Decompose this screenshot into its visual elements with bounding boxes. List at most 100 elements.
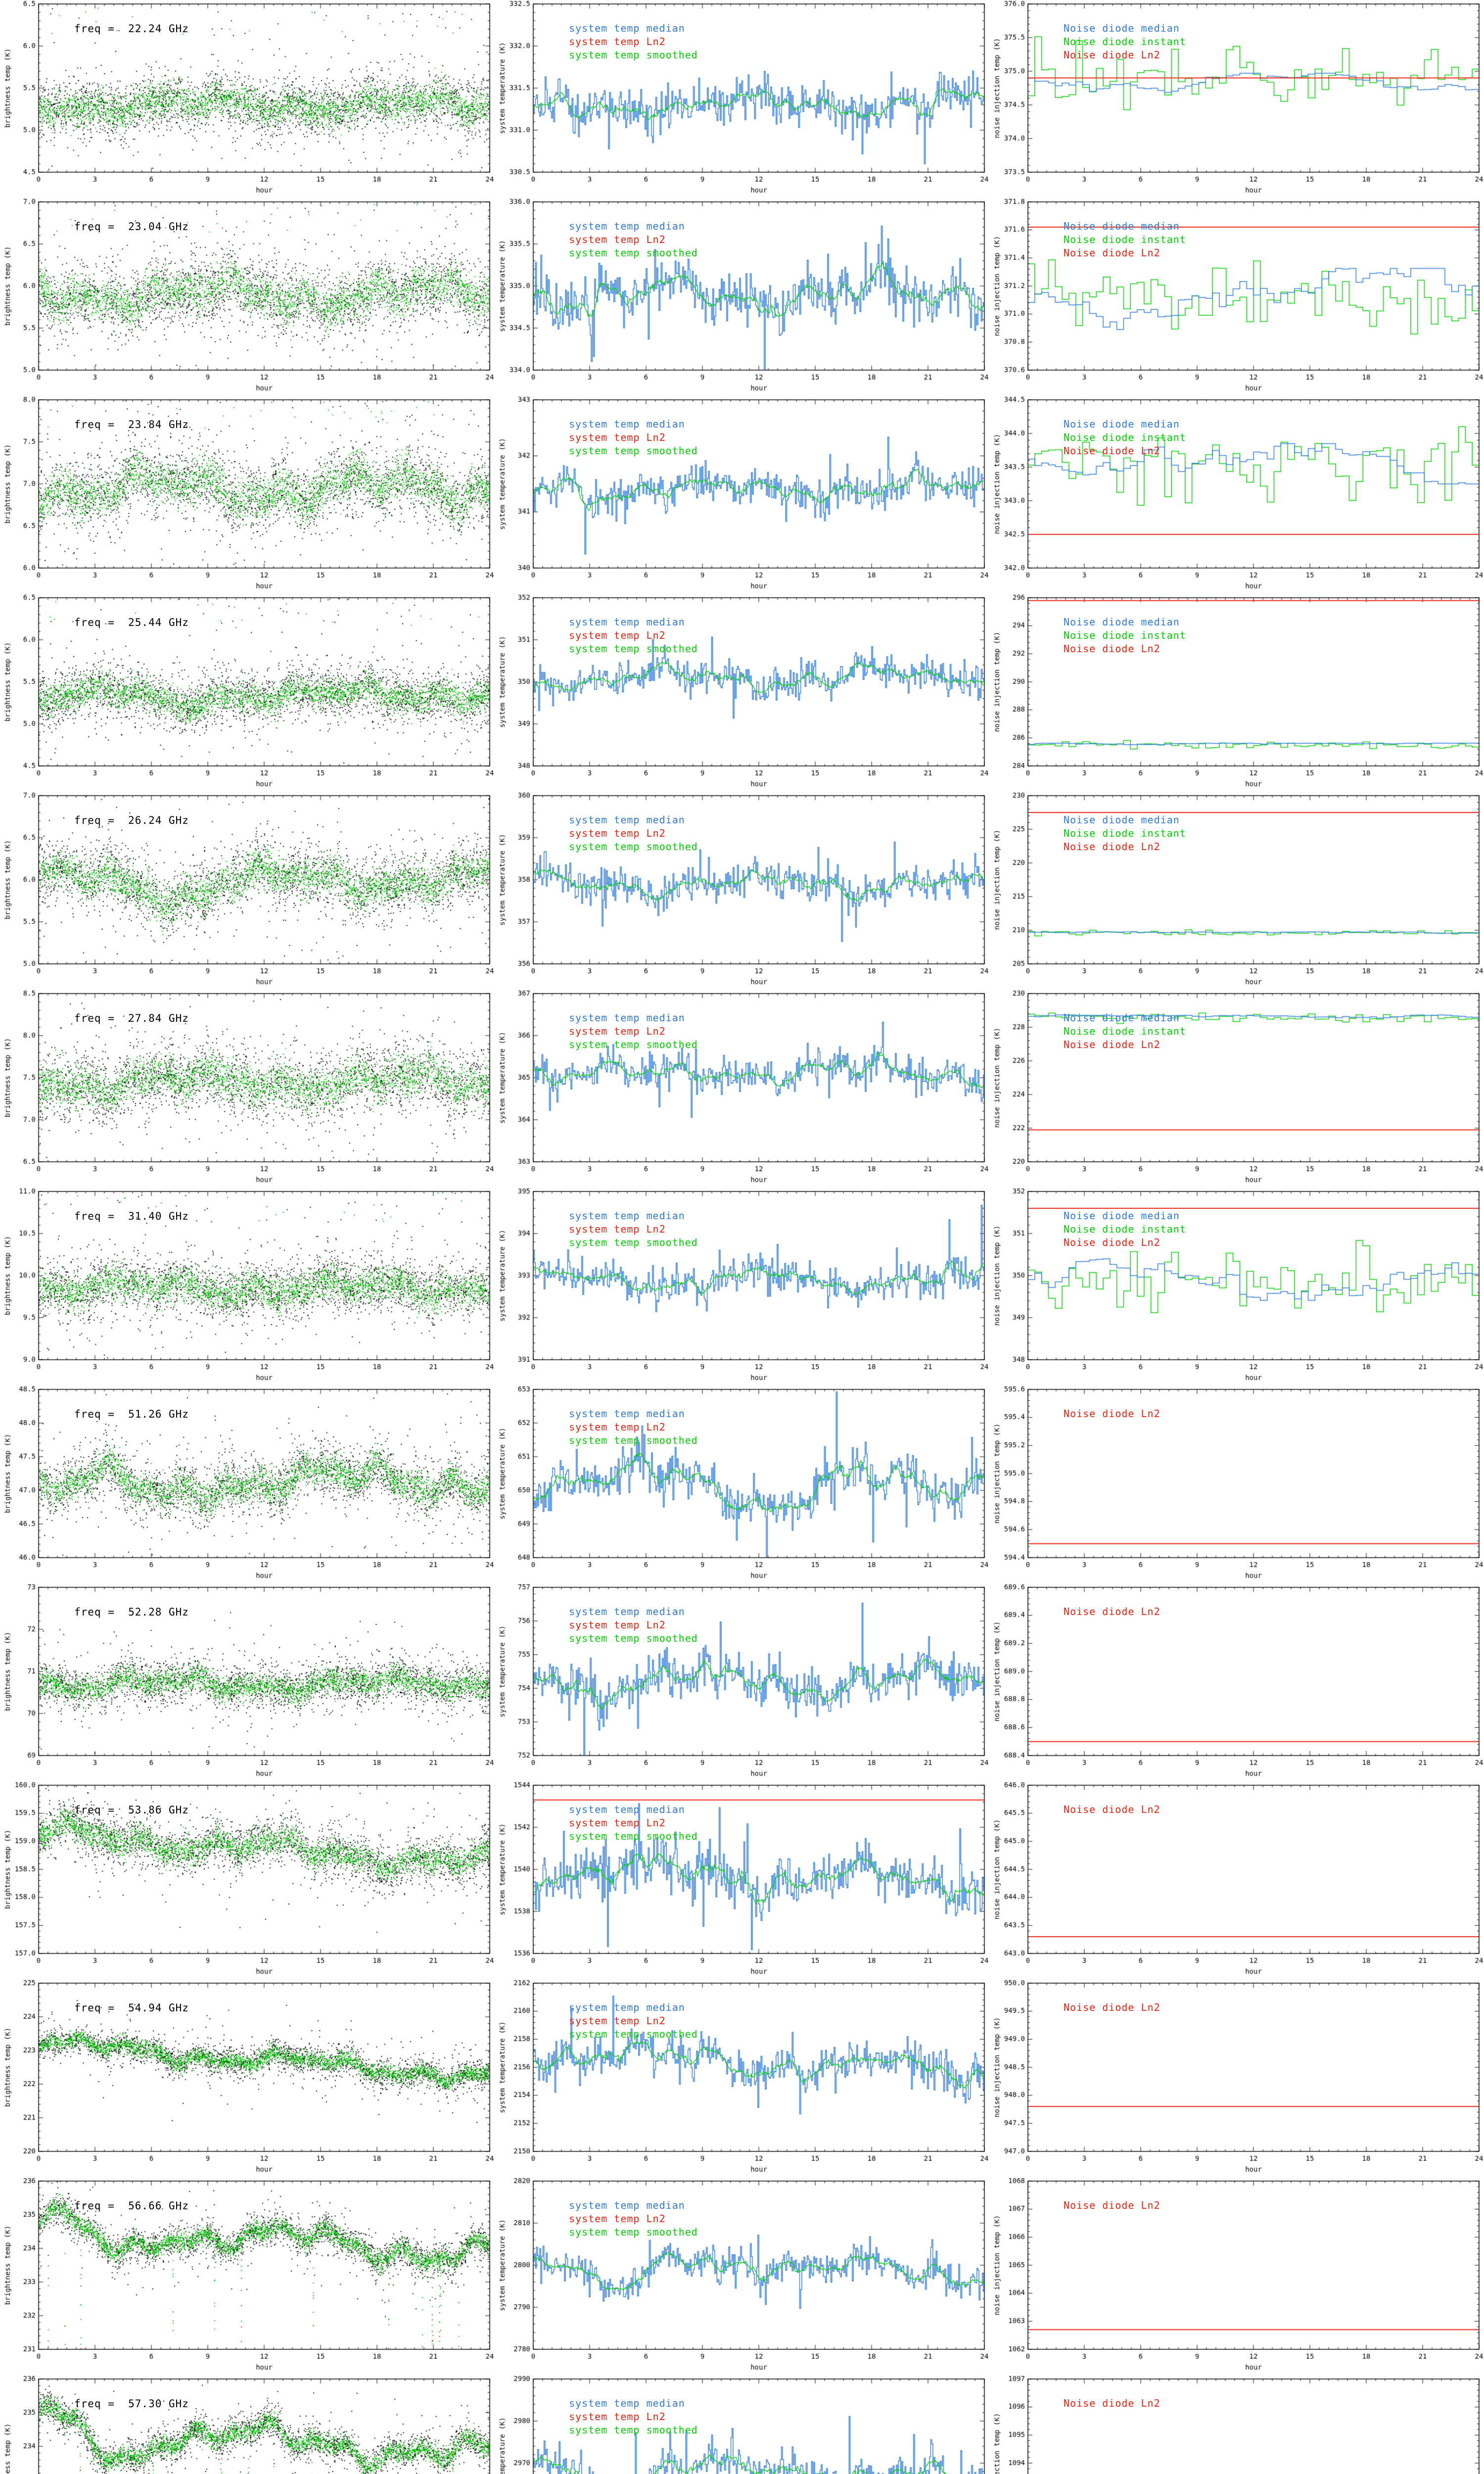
legend-entry: system temp median — [569, 22, 685, 34]
legend-entry: Noise diode median — [1064, 418, 1180, 430]
freq-title: freq = 26.24 GHz — [74, 814, 189, 826]
noise-diode-chart — [989, 1583, 1484, 1781]
legend-entry: Noise diode Ln2 — [1064, 2397, 1160, 2409]
legend-system-temp: system temp median system temp Ln2 system … — [569, 1803, 698, 1843]
plot-cell-r2c1: freq = 23.04 GHz — [0, 198, 495, 396]
brightness-temp-chart — [0, 2375, 495, 2474]
plot-cell-r11c2: system temp median system temp Ln2 system … — [495, 1979, 989, 2177]
plot-cell-r5c2: system temp median system temp Ln2 system … — [495, 792, 989, 990]
brightness-temp-chart — [0, 1188, 495, 1385]
brightness-temp-chart — [0, 1583, 495, 1781]
legend-entry: system temp smoothed — [569, 49, 698, 61]
freq-title: freq = 27.84 GHz — [74, 1012, 189, 1024]
legend-noise-diode: Noise diode Ln2 — [1064, 2199, 1160, 2212]
plot-cell-r7c3: Noise diode median Noise diode instant Noi… — [989, 1188, 1484, 1385]
legend-entry: Noise diode Ln2 — [1064, 1039, 1160, 1050]
legend-entry: system temp Ln2 — [569, 1421, 666, 1433]
legend-system-temp: system temp median system temp Ln2 system … — [569, 1209, 698, 1249]
plot-cell-r4c2: system temp median system temp Ln2 system … — [495, 594, 989, 792]
noise-diode-chart — [989, 198, 1484, 396]
plot-cell-r11c3: Noise diode Ln2 — [989, 1979, 1484, 2177]
plot-cell-r6c2: system temp median system temp Ln2 system … — [495, 990, 989, 1188]
noise-diode-chart — [989, 990, 1484, 1188]
legend-entry: Noise diode instant — [1064, 827, 1186, 839]
legend-entry: system temp smoothed — [569, 2028, 698, 2040]
system-temp-chart — [495, 198, 989, 396]
noise-diode-chart — [989, 2177, 1484, 2375]
plot-cell-r3c2: system temp median system temp Ln2 system … — [495, 396, 989, 594]
system-temp-chart — [495, 1583, 989, 1781]
system-temp-chart — [495, 396, 989, 594]
freq-title: freq = 51.26 GHz — [74, 1408, 189, 1420]
noise-diode-chart — [989, 1188, 1484, 1385]
legend-entry: system temp median — [569, 1408, 685, 1420]
legend-entry: system temp smoothed — [569, 2226, 698, 2238]
legend-entry: system temp smoothed — [569, 1830, 698, 1842]
legend-entry: system temp smoothed — [569, 643, 698, 655]
legend-noise-diode: Noise diode Ln2 — [1064, 1803, 1160, 1816]
system-temp-chart — [495, 0, 989, 198]
legend-entry: Noise diode Ln2 — [1064, 2199, 1160, 2211]
plot-cell-r5c3: Noise diode median Noise diode instant Noi… — [989, 792, 1484, 990]
system-temp-chart — [495, 1385, 989, 1583]
plot-cell-r8c2: system temp median system temp Ln2 system … — [495, 1385, 989, 1583]
plot-cell-r13c1: freq = 57.30 GHz — [0, 2375, 495, 2474]
legend-noise-diode: Noise diode Ln2 — [1064, 1407, 1160, 1421]
plot-cell-r4c3: Noise diode median Noise diode instant Noi… — [989, 594, 1484, 792]
legend-system-temp: system temp median system temp Ln2 system … — [569, 220, 698, 260]
legend-noise-diode: Noise diode median Noise diode instant Noi… — [1064, 220, 1186, 260]
legend-noise-diode: Noise diode median Noise diode instant Noi… — [1064, 813, 1186, 854]
legend-entry: Noise diode Ln2 — [1064, 2001, 1160, 2013]
legend-entry: Noise diode Ln2 — [1064, 445, 1160, 457]
legend-entry: system temp median — [569, 1606, 685, 1618]
legend-entry: system temp smoothed — [569, 1434, 698, 1446]
legend-entry: system temp Ln2 — [569, 1025, 666, 1037]
legend-system-temp: system temp median system temp Ln2 system … — [569, 418, 698, 458]
legend-entry: Noise diode median — [1064, 814, 1180, 826]
legend-entry: system temp median — [569, 2001, 685, 2013]
legend-entry: Noise diode Ln2 — [1064, 1606, 1160, 1618]
legend-entry: Noise diode Ln2 — [1064, 247, 1160, 259]
legend-system-temp: system temp median system temp Ln2 system … — [569, 1407, 698, 1447]
legend-noise-diode: Noise diode median Noise diode instant Noi… — [1064, 22, 1186, 62]
legend-entry: Noise diode median — [1064, 220, 1180, 232]
plot-cell-r6c1: freq = 27.84 GHz — [0, 990, 495, 1188]
brightness-temp-chart — [0, 1781, 495, 1979]
noise-diode-chart — [989, 792, 1484, 990]
brightness-temp-chart — [0, 1385, 495, 1583]
noise-diode-chart — [989, 1781, 1484, 1979]
legend-noise-diode: Noise diode Ln2 — [1064, 1605, 1160, 1618]
legend-entry: Noise diode Ln2 — [1064, 49, 1160, 61]
legend-entry: Noise diode Ln2 — [1064, 841, 1160, 853]
plot-cell-r1c3: Noise diode median Noise diode instant Noi… — [989, 0, 1484, 198]
brightness-temp-chart — [0, 1979, 495, 2177]
plot-cell-r8c3: Noise diode Ln2 — [989, 1385, 1484, 1583]
plot-cell-r7c2: system temp median system temp Ln2 system … — [495, 1188, 989, 1385]
freq-title: freq = 31.40 GHz — [74, 1210, 189, 1222]
plot-cell-r5c1: freq = 26.24 GHz — [0, 792, 495, 990]
legend-entry: Noise diode median — [1064, 616, 1180, 628]
system-temp-chart — [495, 792, 989, 990]
legend-noise-diode: Noise diode Ln2 — [1064, 2397, 1160, 2410]
legend-system-temp: system temp median system temp Ln2 system … — [569, 813, 698, 854]
plot-cell-r12c2: system temp median system temp Ln2 system … — [495, 2177, 989, 2375]
system-temp-chart — [495, 990, 989, 1188]
legend-entry: Noise diode Ln2 — [1064, 1237, 1160, 1248]
system-temp-chart — [495, 2375, 989, 2474]
legend-entry: system temp median — [569, 2199, 685, 2211]
noise-diode-chart — [989, 1385, 1484, 1583]
legend-entry: system temp median — [569, 1804, 685, 1815]
legend-noise-diode: Noise diode median Noise diode instant Noi… — [1064, 418, 1186, 458]
freq-title: freq = 23.04 GHz — [74, 221, 189, 233]
noise-diode-chart — [989, 396, 1484, 594]
freq-title: freq = 56.66 GHz — [74, 2200, 189, 2212]
legend-entry: system temp median — [569, 616, 685, 628]
legend-entry: system temp smoothed — [569, 1039, 698, 1050]
plot-cell-r9c2: system temp median system temp Ln2 system … — [495, 1583, 989, 1781]
plot-cell-r13c2: system temp median system temp Ln2 system … — [495, 2375, 989, 2474]
legend-entry: Noise diode instant — [1064, 36, 1186, 48]
legend-entry: system temp smoothed — [569, 841, 698, 853]
noise-diode-chart — [989, 2375, 1484, 2474]
legend-noise-diode: Noise diode median Noise diode instant Noi… — [1064, 616, 1186, 656]
